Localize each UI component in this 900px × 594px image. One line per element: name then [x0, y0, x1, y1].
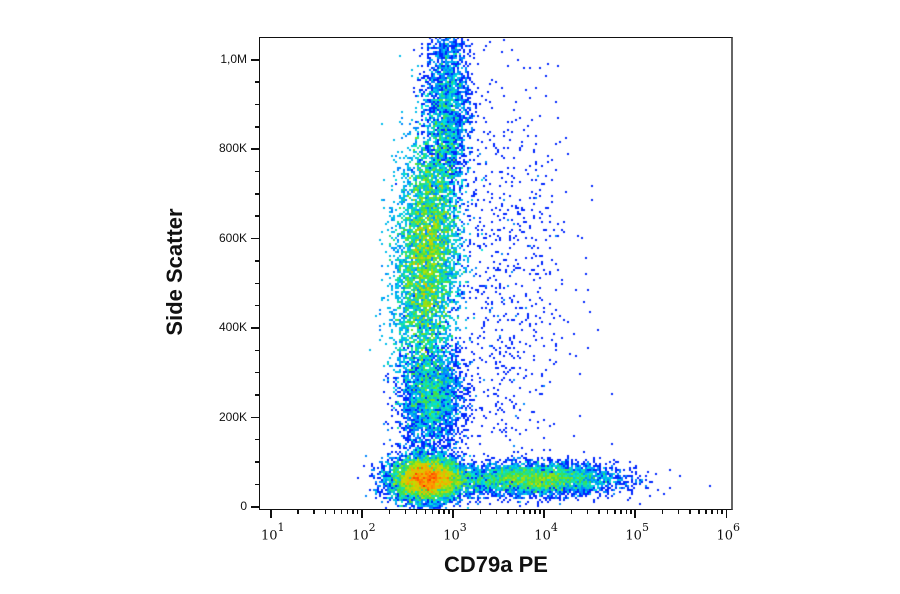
y-tick-major — [251, 148, 259, 150]
x-tick-minor — [313, 510, 315, 514]
x-tick-exponent: 3 — [459, 521, 467, 534]
y-tick-label: 0 — [240, 499, 247, 513]
x-tick-base: 10 — [534, 528, 551, 544]
x-tick-minor — [438, 510, 440, 514]
y-tick-major — [251, 59, 259, 61]
x-tick-minor — [721, 510, 723, 514]
x-tick-minor — [346, 510, 349, 514]
x-tick-minor — [614, 510, 616, 514]
y-axis-title: Side Scatter — [162, 208, 187, 336]
y-tick-label: 600K — [218, 230, 247, 245]
plot-frame — [259, 37, 733, 510]
x-tick-label: 101 — [261, 521, 285, 544]
x-tick-base: 10 — [716, 528, 734, 544]
y-tick-label: 400K — [218, 320, 247, 335]
x-tick-minor — [356, 510, 359, 514]
y-tick-minor — [255, 81, 259, 83]
x-tick-minor — [711, 510, 713, 514]
y-tick-major — [251, 506, 259, 508]
x-tick-minor — [415, 510, 418, 514]
x-tick-minor — [570, 510, 573, 514]
x-tick-exponent: 1 — [277, 521, 285, 534]
x-tick-base: 10 — [261, 528, 278, 544]
y-tick-minor — [255, 461, 259, 463]
y-tick-minor — [255, 394, 259, 396]
y-tick-minor — [255, 126, 259, 128]
x-tick-minor — [352, 510, 354, 514]
y-tick-label: 1,0M — [220, 52, 247, 66]
x-tick-minor — [404, 510, 407, 514]
x-tick-label: 104 — [534, 521, 558, 544]
x-axis-title: CD79a PE — [444, 552, 548, 577]
x-tick-minor — [333, 510, 336, 514]
x-tick-minor — [586, 510, 589, 514]
x-tick-minor — [388, 510, 391, 514]
x-tick-label: 103 — [443, 521, 467, 544]
x-tick-minor — [529, 510, 531, 514]
x-tick-minor — [523, 510, 525, 514]
x-tick-minor — [539, 510, 541, 514]
x-tick-label: 106 — [716, 521, 741, 544]
y-tick-major — [251, 237, 259, 240]
y-tick-minor — [255, 215, 259, 217]
x-tick-minor — [598, 510, 600, 514]
x-tick-minor — [625, 510, 628, 514]
x-tick-major — [725, 510, 727, 518]
y-tick-minor — [255, 103, 259, 106]
y-tick-label: 200K — [218, 409, 247, 424]
x-tick-major — [270, 510, 272, 518]
x-tick-minor — [495, 510, 498, 514]
x-tick-exponent: 5 — [641, 521, 649, 534]
x-tick-minor — [324, 510, 327, 514]
x-tick-major — [634, 510, 636, 518]
x-tick-major — [543, 510, 545, 518]
x-tick-minor — [479, 510, 482, 514]
y-tick-major — [251, 416, 259, 419]
x-tick-exponent: 4 — [550, 521, 558, 534]
density-plot-canvas — [259, 37, 733, 510]
x-tick-exponent: 2 — [368, 521, 376, 534]
x-tick-minor — [340, 510, 343, 514]
x-tick-minor — [431, 510, 434, 514]
x-tick-label: 105 — [625, 521, 649, 544]
x-tick-minor — [534, 510, 536, 514]
x-tick-minor — [661, 510, 664, 514]
x-tick-exponent: 6 — [733, 521, 741, 534]
x-tick-minor — [689, 510, 691, 514]
x-tick-minor — [677, 510, 680, 514]
x-tick-minor — [297, 510, 299, 514]
y-tick-major — [251, 327, 259, 329]
x-tick-major — [452, 510, 454, 518]
y-tick-minor — [255, 438, 259, 441]
x-tick-minor — [630, 510, 632, 514]
x-tick-minor — [515, 510, 518, 514]
y-tick-minor — [255, 260, 259, 262]
y-tick-minor — [255, 349, 259, 352]
y-tick-minor — [255, 193, 259, 195]
y-tick-minor — [255, 170, 259, 173]
x-tick-minor — [620, 510, 622, 514]
y-tick-label: 800K — [218, 141, 247, 156]
x-tick-base: 10 — [443, 528, 460, 544]
y-tick-minor — [255, 282, 259, 284]
x-tick-major — [361, 510, 363, 518]
x-tick-base: 10 — [352, 528, 369, 544]
x-tick-minor — [443, 510, 445, 514]
x-tick-minor — [606, 510, 609, 514]
y-tick-minor — [255, 371, 259, 374]
x-tick-minor — [705, 510, 707, 514]
x-tick-minor — [716, 510, 719, 514]
y-tick-minor — [255, 304, 259, 307]
x-tick-minor — [507, 510, 509, 514]
x-tick-base: 10 — [625, 528, 642, 544]
y-tick-minor — [255, 483, 259, 486]
x-tick-label: 102 — [352, 521, 376, 544]
x-tick-minor — [698, 510, 700, 514]
x-tick-minor — [424, 510, 427, 514]
x-tick-minor — [448, 510, 450, 514]
